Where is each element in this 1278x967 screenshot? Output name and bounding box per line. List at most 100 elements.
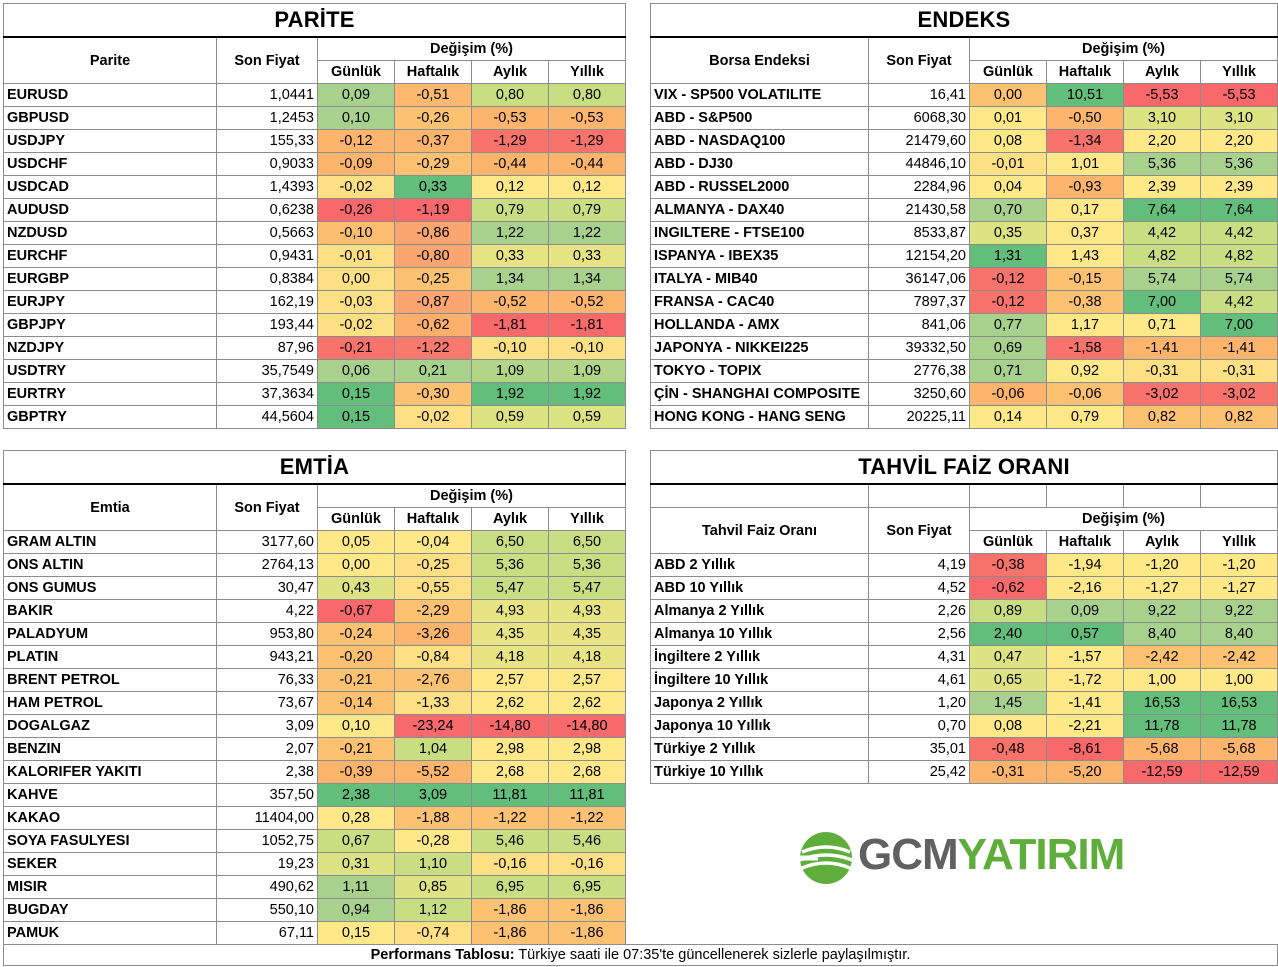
weekly-change: 0,92 <box>1046 359 1124 383</box>
last-price: 4,31 <box>868 645 970 669</box>
daily-change: 0,00 <box>317 267 395 291</box>
endeks-yearly-header: Yıllık <box>1200 60 1278 84</box>
endeks-price-header: Son Fiyat <box>868 36 970 84</box>
tahvil-row: ABD 2 Yıllık 4,19 -0,38 -1,94 -1,20 -1,20 <box>650 553 1278 577</box>
last-price: 21479,60 <box>868 129 970 153</box>
yearly-change: 1,09 <box>548 359 626 383</box>
parite-row: NZDUSD 0,5663 -0,10 -0,86 1,22 1,22 <box>3 221 626 245</box>
endeks-panel: ENDEKS Borsa Endeksi Son Fiyat Değişim (… <box>650 3 1278 429</box>
parite-row: EURTRY 37,3634 0,15 -0,30 1,92 1,92 <box>3 382 626 406</box>
emtia-row: PALADYUM 953,80 -0,24 -3,26 4,35 4,35 <box>3 622 626 646</box>
yearly-change: 2,68 <box>548 760 626 784</box>
emtia-row: ONS ALTIN 2764,13 0,00 -0,25 5,36 5,36 <box>3 553 626 577</box>
emtia-price-header: Son Fiyat <box>216 483 318 531</box>
monthly-change: 7,00 <box>1123 290 1201 314</box>
last-price: 4,19 <box>868 553 970 577</box>
last-price: 490,62 <box>216 875 318 899</box>
daily-change: -0,01 <box>317 244 395 268</box>
weekly-change: -0,30 <box>394 382 472 406</box>
instrument-name: SEKER <box>3 852 217 876</box>
tahvil-title: TAHVİL FAİZ ORANI <box>650 450 1278 485</box>
tahvil-price-header: Son Fiyat <box>868 507 970 554</box>
daily-change: 0,69 <box>969 336 1047 360</box>
tahvil-row: Almanya 10 Yıllık 2,56 2,40 0,57 8,40 8,40 <box>650 622 1278 646</box>
parite-name-header: Parite <box>3 36 217 84</box>
instrument-name: EURTRY <box>3 382 217 406</box>
yearly-change: 2,62 <box>548 691 626 715</box>
weekly-change: -0,25 <box>394 553 472 577</box>
weekly-change: -0,26 <box>394 106 472 130</box>
weekly-change: -2,16 <box>1046 576 1124 600</box>
instrument-name: NZDJPY <box>3 336 217 360</box>
instrument-name: İngiltere 2 Yıllık <box>650 645 869 669</box>
yearly-change: 5,36 <box>1200 152 1278 176</box>
tahvil-rows: ABD 2 Yıllık 4,19 -0,38 -1,94 -1,20 -1,20 ABD … <box>650 553 1278 784</box>
parite-weekly-header: Haftalık <box>394 60 472 84</box>
instrument-name: İngiltere 10 Yıllık <box>650 668 869 692</box>
daily-change: 0,00 <box>317 553 395 577</box>
daily-change: 0,00 <box>969 83 1047 107</box>
monthly-change: -5,68 <box>1123 737 1201 761</box>
daily-change: -0,67 <box>317 599 395 623</box>
endeks-row: ABD - DJ30 44846,10 -0,01 1,01 5,36 5,36 <box>650 152 1278 176</box>
instrument-name: TOKYO - TOPIX <box>650 359 869 383</box>
last-price: 0,5663 <box>216 221 318 245</box>
monthly-change: 8,40 <box>1123 622 1201 646</box>
last-price: 2776,38 <box>868 359 970 383</box>
last-price: 16,41 <box>868 83 970 107</box>
endeks-row: ABD - NASDAQ100 21479,60 0,08 -1,34 2,20 2,20 <box>650 129 1278 153</box>
tahvil-row: Almanya 2 Yıllık 2,26 0,89 0,09 9,22 9,22 <box>650 599 1278 623</box>
daily-change: 0,28 <box>317 806 395 830</box>
last-price: 20225,11 <box>868 405 970 429</box>
tahvil-empty-cell <box>1200 483 1278 508</box>
instrument-name: BUGDAY <box>3 898 217 922</box>
last-price: 44,5604 <box>216 405 318 429</box>
last-price: 3250,60 <box>868 382 970 406</box>
tahvil-daily-header: Günlük <box>969 530 1047 554</box>
weekly-change: -1,58 <box>1046 336 1124 360</box>
parite-change-header: Değişim (%) <box>317 36 626 61</box>
yearly-change: -1,20 <box>1200 553 1278 577</box>
monthly-change: 1,34 <box>471 267 549 291</box>
endeks-monthly-header: Aylık <box>1123 60 1201 84</box>
emtia-yearly-header: Yıllık <box>548 507 626 531</box>
last-price: 37,3634 <box>216 382 318 406</box>
monthly-change: 6,50 <box>471 530 549 554</box>
emtia-rows: GRAM ALTIN 3177,60 0,05 -0,04 6,50 6,50 ONS AL… <box>3 530 626 945</box>
emtia-change-header: Değişim (%) <box>317 483 626 508</box>
daily-change: 2,40 <box>969 622 1047 646</box>
instrument-name: GBPJPY <box>3 313 217 337</box>
monthly-change: 2,68 <box>471 760 549 784</box>
last-price: 162,19 <box>216 290 318 314</box>
monthly-change: -3,02 <box>1123 382 1201 406</box>
tahvil-yearly-header: Yıllık <box>1200 530 1278 554</box>
weekly-change: -0,50 <box>1046 106 1124 130</box>
daily-change: 0,04 <box>969 175 1047 199</box>
emtia-row: KALORIFER YAKITI 2,38 -0,39 -5,52 2,68 2,68 <box>3 760 626 784</box>
weekly-change: -2,76 <box>394 668 472 692</box>
weekly-change: -1,34 <box>1046 129 1124 153</box>
monthly-change: 4,18 <box>471 645 549 669</box>
instrument-name: HOLLANDA - AMX <box>650 313 869 337</box>
daily-change: 0,70 <box>969 198 1047 222</box>
emtia-row: KAHVE 357,50 2,38 3,09 11,81 11,81 <box>3 783 626 807</box>
yearly-change: -5,68 <box>1200 737 1278 761</box>
monthly-change: -1,20 <box>1123 553 1201 577</box>
tahvil-row: Japonya 10 Yıllık 0,70 0,08 -2,21 11,78 11,78 <box>650 714 1278 738</box>
instrument-name: GRAM ALTIN <box>3 530 217 554</box>
last-price: 550,10 <box>216 898 318 922</box>
weekly-change: 1,01 <box>1046 152 1124 176</box>
monthly-change: 0,33 <box>471 244 549 268</box>
endeks-row: FRANSA - CAC40 7897,37 -0,12 -0,38 7,00 4,42 <box>650 290 1278 314</box>
last-price: 0,8384 <box>216 267 318 291</box>
last-price: 36147,06 <box>868 267 970 291</box>
parite-row: NZDJPY 87,96 -0,21 -1,22 -0,10 -0,10 <box>3 336 626 360</box>
last-price: 943,21 <box>216 645 318 669</box>
weekly-change: 1,10 <box>394 852 472 876</box>
tahvil-change-header: Değişim (%) <box>969 507 1278 531</box>
weekly-change: -5,20 <box>1046 760 1124 784</box>
emtia-row: SEKER 19,23 0,31 1,10 -0,16 -0,16 <box>3 852 626 876</box>
yearly-change: 0,59 <box>548 405 626 429</box>
endeks-change-header: Değişim (%) <box>969 36 1278 61</box>
monthly-change: 0,79 <box>471 198 549 222</box>
